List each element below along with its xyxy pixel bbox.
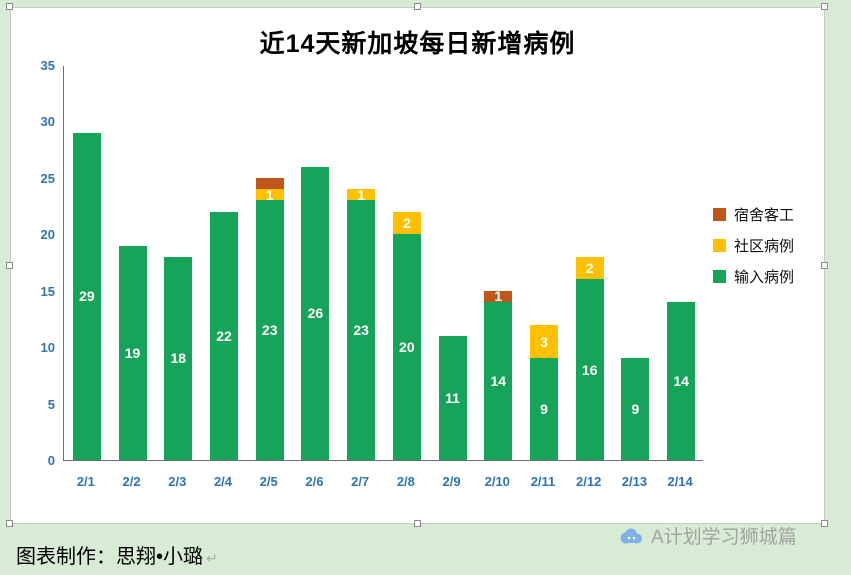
bar-value-label: 11	[445, 389, 460, 406]
bar-segment: 23	[255, 200, 284, 460]
bar-value-label: 3	[540, 333, 548, 350]
y-tick-label: 20	[40, 227, 55, 243]
bar-segment	[255, 177, 284, 190]
y-axis: 0 5 10 15 20 25 30 35	[11, 58, 55, 468]
bar-segment: 29	[72, 132, 101, 460]
bar-value-label: 14	[490, 373, 507, 389]
selection-handle-bottom-middle[interactable]	[414, 520, 421, 527]
bar-value-label: 9	[631, 401, 640, 418]
bar-value-label: 1	[494, 288, 503, 305]
legend-item: 社区病例	[713, 235, 794, 256]
selection-handle-top-middle[interactable]	[414, 3, 421, 10]
bar-value-label: 9	[540, 401, 548, 418]
x-tick-label: 2/9	[442, 474, 461, 489]
bar-segment: 2	[575, 256, 604, 280]
x-tick-label: 2/5	[259, 474, 278, 489]
bar-value-label: 23	[353, 322, 369, 339]
x-tick-label: 2/6	[305, 474, 324, 489]
bar-segment: 1	[255, 186, 284, 203]
bar-value-label: 18	[170, 350, 187, 367]
selection-handle-top-right[interactable]	[821, 3, 828, 10]
bar-segment: 14	[667, 302, 696, 460]
bar-value-label: 16	[581, 361, 598, 378]
chart-object[interactable]: 近14天新加坡每日新增病例 0 5 10 15 20 25 30 35 29 19 18 22 23 1…	[10, 7, 825, 524]
x-tick-label: 2/4	[213, 474, 233, 489]
x-tick-label: 2/7	[351, 474, 370, 489]
legend-label: 输入病例	[734, 269, 795, 286]
bar-value-label: 26	[307, 305, 324, 322]
cloud-logo-icon	[620, 528, 642, 543]
bar-segment: 26	[301, 166, 330, 460]
selection-handle-bottom-left[interactable]	[6, 520, 13, 527]
x-tick-label: 2/1	[76, 474, 95, 489]
legend-label: 宿舍客工	[734, 207, 795, 224]
bar-segment: 9	[621, 358, 650, 460]
legend-item: 输入病例	[713, 266, 794, 287]
bar-value-label: 2	[402, 215, 411, 232]
bar-value-label: 1	[357, 186, 366, 203]
y-tick-label: 5	[47, 396, 55, 412]
x-tick-label: 2/8	[396, 474, 415, 489]
bar-segment: 14	[484, 302, 513, 460]
legend-swatch	[713, 208, 726, 221]
credit-text: 图表制作：思翔•小璐 ↵	[16, 540, 218, 569]
bar-value-label: 19	[124, 344, 141, 361]
bar-segment: 20	[392, 234, 421, 460]
y-tick-label: 10	[40, 340, 55, 356]
x-tick-label: 2/2	[122, 474, 141, 489]
legend-item: 宿舍客工	[713, 204, 794, 225]
x-tick-label: 2/10	[484, 474, 510, 489]
x-tick-label: 2/12	[576, 474, 602, 489]
credit-label: 图表制作：思翔•小璐	[16, 546, 204, 568]
x-tick-label: 2/13	[621, 474, 648, 489]
bar-segment: 19	[118, 245, 147, 460]
bar-segment: 3	[530, 324, 558, 359]
y-tick-label: 35	[40, 58, 55, 73]
legend-label: 社区病例	[734, 238, 795, 255]
selection-handle-top-left[interactable]	[6, 3, 13, 10]
bar-segment: 11	[438, 335, 467, 460]
watermark: A计划学习狮城篇	[618, 522, 797, 549]
watermark-text: A计划学习狮城篇	[651, 527, 797, 548]
bar-segment: 1	[347, 186, 376, 203]
y-tick-label: 30	[40, 114, 55, 130]
selection-handle-middle-left[interactable]	[6, 262, 13, 269]
plot-area: 29 19 18 22 23 1 26 23 1 20 2 11 14 1 9 3 16 2 9 14	[63, 66, 703, 461]
y-tick-label: 0	[47, 453, 55, 468]
bar-segment: 22	[210, 211, 238, 460]
bar-segment: 18	[164, 256, 193, 460]
bar-value-label: 29	[79, 288, 95, 305]
x-tick-label: 2/11	[530, 474, 556, 489]
legend-swatch	[713, 239, 726, 252]
y-tick-label: 15	[40, 283, 55, 299]
bar-value-label: 14	[673, 373, 689, 389]
bar-segment: 1	[484, 288, 513, 305]
bar-segment: 23	[347, 200, 376, 460]
bar-value-label: 20	[399, 339, 415, 356]
bar-value-label: 23	[261, 322, 278, 339]
selection-handle-bottom-right[interactable]	[821, 520, 828, 527]
bar-segment: 9	[530, 358, 558, 460]
y-tick-label: 25	[40, 170, 55, 186]
x-axis: 2/1 2/2 2/3 2/4 2/5 2/6 2/7 2/8 2/9 2/10 2/11 2/12 2…	[63, 474, 703, 496]
bar-value-label: 2	[585, 260, 594, 277]
legend-swatch	[713, 270, 726, 283]
x-tick-label: 2/3	[168, 474, 187, 489]
bar-value-label: 1	[265, 186, 274, 203]
legend: 宿舍客工社区病例输入病例	[713, 204, 794, 297]
bar-segment: 16	[575, 279, 604, 460]
bar-value-label: 22	[216, 327, 232, 344]
selection-handle-middle-right[interactable]	[821, 262, 828, 269]
chart-title: 近14天新加坡每日新增病例	[259, 30, 576, 58]
bar-segment: 2	[392, 211, 421, 235]
paragraph-return-mark: ↵	[206, 550, 218, 566]
x-tick-label: 2/14	[667, 474, 693, 489]
